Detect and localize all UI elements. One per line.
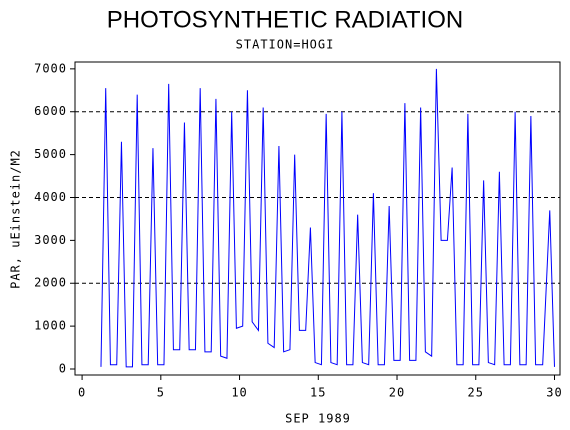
x-tick-label: 25 xyxy=(468,386,484,400)
y-tick-label: 7000 xyxy=(34,61,67,75)
y-axis-label: PAR, uEinstein/M2 xyxy=(9,149,23,289)
y-tick-label: 2000 xyxy=(34,276,67,290)
y-tick-label: 4000 xyxy=(34,190,67,204)
x-tick-label: 30 xyxy=(546,386,562,400)
x-axis-label: SEP 1989 xyxy=(285,412,351,426)
y-tick-label: 5000 xyxy=(34,147,67,161)
chart-subtitle: STATION=HOGI xyxy=(236,38,335,52)
y-tick-label: 0 xyxy=(59,361,67,375)
y-tick-label: 6000 xyxy=(34,104,67,118)
data-line xyxy=(100,68,555,368)
y-tick-label: 1000 xyxy=(34,319,67,333)
x-tick-label: 15 xyxy=(310,386,326,400)
x-tick-label: 5 xyxy=(157,386,165,400)
chart-title: PHOTOSYNTHETIC RADIATION xyxy=(107,6,463,33)
x-tick-label: 20 xyxy=(389,386,405,400)
y-tick-label: 3000 xyxy=(34,233,67,247)
x-tick-label: 10 xyxy=(231,386,247,400)
x-tick-label: 0 xyxy=(78,386,86,400)
plot-frame xyxy=(74,61,561,376)
